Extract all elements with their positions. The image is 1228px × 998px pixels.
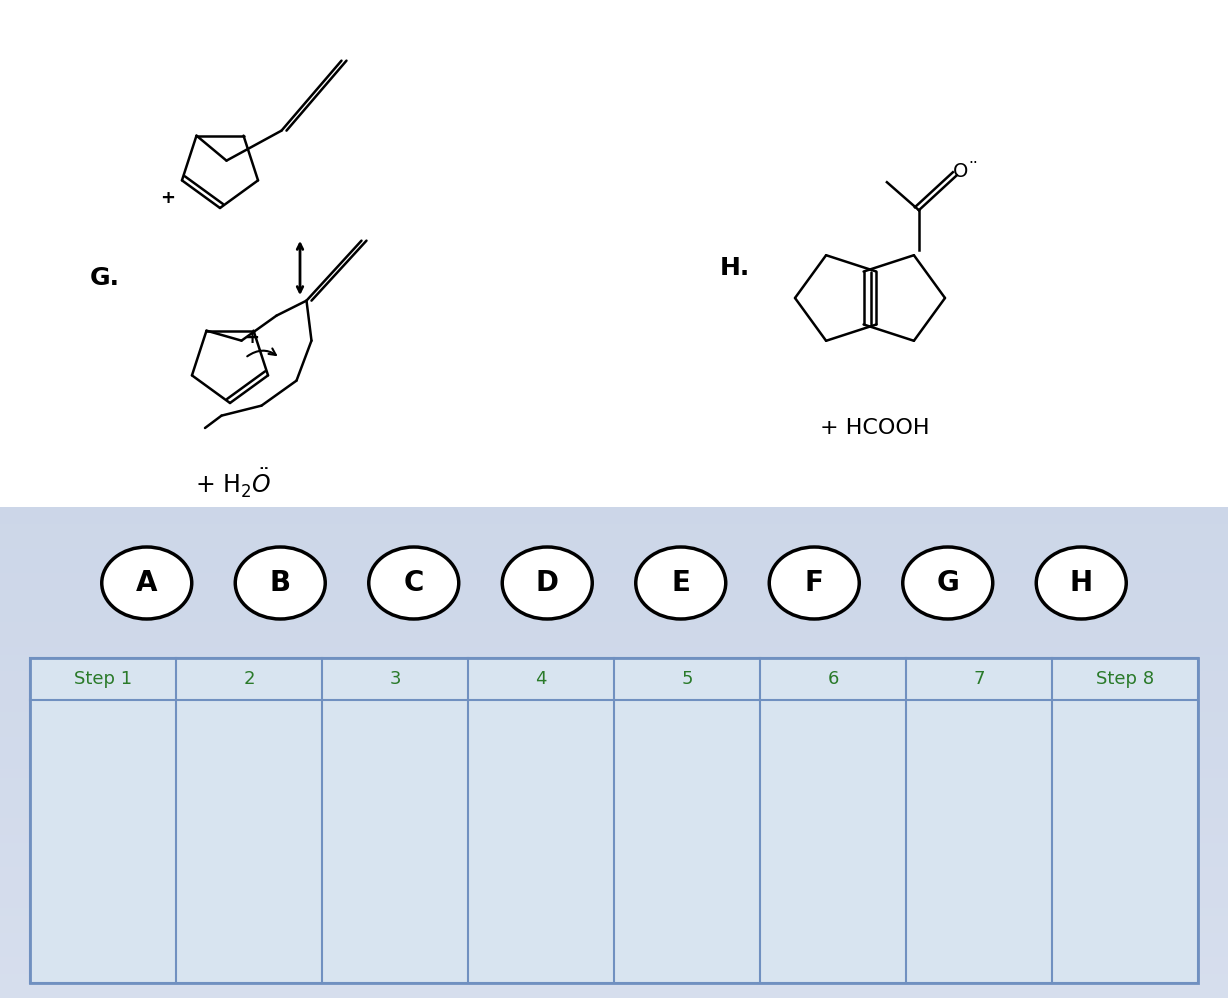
Text: + H$_2\ddot{O}$: + H$_2\ddot{O}$ xyxy=(195,466,271,500)
Bar xyxy=(0,964,1228,973)
FancyArrowPatch shape xyxy=(247,348,276,356)
Bar xyxy=(0,989,1228,998)
Bar xyxy=(0,907,1228,916)
Bar xyxy=(0,515,1228,524)
Bar xyxy=(0,915,1228,924)
Bar xyxy=(0,671,1228,680)
Text: +: + xyxy=(161,189,176,207)
Bar xyxy=(0,784,1228,793)
Ellipse shape xyxy=(368,547,459,619)
Text: B: B xyxy=(270,569,291,597)
Bar xyxy=(0,638,1228,647)
Bar xyxy=(0,679,1228,688)
Bar xyxy=(0,760,1228,769)
Bar xyxy=(0,540,1228,549)
Text: 2: 2 xyxy=(243,670,254,688)
Bar xyxy=(0,662,1228,672)
Bar xyxy=(0,572,1228,582)
Bar xyxy=(0,850,1228,859)
Bar xyxy=(0,882,1228,892)
Bar xyxy=(0,825,1228,834)
Bar xyxy=(0,720,1228,729)
Text: C: C xyxy=(404,569,424,597)
Bar xyxy=(0,507,1228,516)
Bar xyxy=(0,646,1228,655)
Text: Step 8: Step 8 xyxy=(1095,670,1154,688)
Text: H.: H. xyxy=(720,256,750,280)
Bar xyxy=(0,842,1228,851)
Bar xyxy=(0,523,1228,533)
Bar xyxy=(0,589,1228,598)
Bar xyxy=(0,956,1228,965)
FancyBboxPatch shape xyxy=(29,658,1199,983)
Bar xyxy=(0,891,1228,900)
Bar xyxy=(0,581,1228,590)
Ellipse shape xyxy=(102,547,192,619)
Bar xyxy=(0,654,1228,663)
Ellipse shape xyxy=(1036,547,1126,619)
Bar xyxy=(0,817,1228,826)
Bar xyxy=(0,866,1228,875)
Bar xyxy=(0,728,1228,737)
Bar xyxy=(0,858,1228,867)
Bar xyxy=(0,703,1228,713)
Text: E: E xyxy=(672,569,690,597)
Bar xyxy=(0,940,1228,949)
Text: Step 1: Step 1 xyxy=(74,670,133,688)
Text: ··: ·· xyxy=(968,156,977,171)
Text: O: O xyxy=(953,162,969,181)
Bar xyxy=(0,809,1228,818)
Bar xyxy=(0,532,1228,541)
Ellipse shape xyxy=(236,547,325,619)
Bar xyxy=(0,564,1228,573)
Bar xyxy=(0,687,1228,696)
Text: F: F xyxy=(804,569,824,597)
Bar xyxy=(0,752,1228,761)
Text: +: + xyxy=(244,329,259,347)
Bar xyxy=(0,948,1228,957)
Bar xyxy=(0,768,1228,777)
Bar xyxy=(0,801,1228,810)
Text: 3: 3 xyxy=(389,670,400,688)
Text: A: A xyxy=(136,569,157,597)
Text: G: G xyxy=(937,569,959,597)
Text: D: D xyxy=(535,569,559,597)
Text: G.: G. xyxy=(90,266,120,290)
Text: 6: 6 xyxy=(828,670,839,688)
Bar xyxy=(0,736,1228,745)
Bar xyxy=(0,605,1228,614)
Bar xyxy=(0,695,1228,704)
Bar xyxy=(0,744,1228,753)
Bar xyxy=(0,899,1228,908)
Text: 7: 7 xyxy=(974,670,985,688)
Bar xyxy=(0,613,1228,623)
Bar xyxy=(0,622,1228,631)
Bar xyxy=(0,833,1228,843)
Text: H: H xyxy=(1070,569,1093,597)
Bar xyxy=(0,923,1228,933)
Bar xyxy=(0,548,1228,557)
Ellipse shape xyxy=(769,547,860,619)
Ellipse shape xyxy=(636,547,726,619)
Text: 4: 4 xyxy=(535,670,546,688)
Bar xyxy=(0,556,1228,565)
Text: + HCOOH: + HCOOH xyxy=(820,418,930,438)
Bar xyxy=(0,874,1228,883)
Bar xyxy=(0,981,1228,990)
Ellipse shape xyxy=(903,547,992,619)
Bar xyxy=(0,792,1228,802)
Bar xyxy=(0,630,1228,639)
Text: 5: 5 xyxy=(682,670,693,688)
Bar xyxy=(0,972,1228,982)
Bar xyxy=(0,932,1228,941)
Bar xyxy=(0,597,1228,606)
Bar xyxy=(0,712,1228,721)
Bar xyxy=(0,776,1228,785)
Ellipse shape xyxy=(502,547,592,619)
